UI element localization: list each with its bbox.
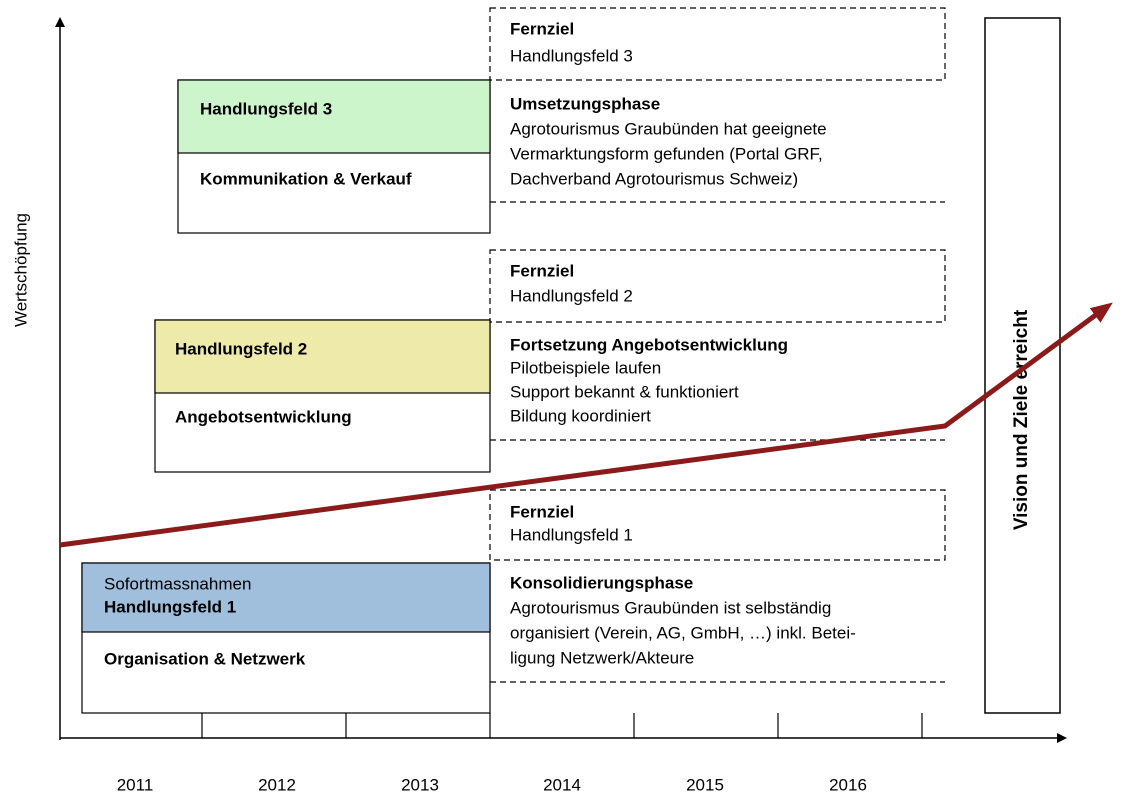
phase-line: Bildung koordiniert	[510, 406, 651, 425]
y-axis-label: Wertschöpfung	[11, 213, 30, 327]
year-label: 2011	[117, 775, 154, 794]
goal-box	[489, 7, 946, 81]
phase-line: Pilotbeispiele laufen	[510, 358, 661, 377]
field-band	[177, 79, 491, 154]
phase-line: Vermarktungsform gefunden (Portal GRF,	[510, 144, 823, 163]
phase-line: Support bekannt & funktioniert	[510, 382, 739, 401]
vision-box	[984, 17, 1061, 714]
goal-label: Handlungsfeld 2	[510, 286, 633, 305]
phase-line: Dachverband Agrotourismus Schweiz)	[510, 169, 798, 188]
year-label: 2016	[829, 775, 867, 794]
goal-label: Handlungsfeld 1	[510, 525, 633, 544]
phase-heading: Umsetzungsphase	[510, 94, 660, 113]
goal-label: Handlungsfeld 3	[510, 46, 633, 65]
phase-heading: Konsolidierungsphase	[510, 573, 693, 592]
goal-box	[489, 489, 946, 561]
goal-heading: Fernziel	[510, 261, 574, 280]
field-title: Handlungsfeld 2	[175, 339, 307, 358]
field-band	[154, 319, 491, 394]
field-title: Handlungsfeld 3	[200, 99, 332, 118]
phase-line: ligung Netzwerk/Akteure	[510, 648, 694, 667]
field-title: Handlungsfeld 1	[104, 597, 236, 616]
goal-box	[489, 249, 946, 323]
phase-line: Agrotourismus Graubünden hat geeignete	[510, 119, 827, 138]
phase-line: organisiert (Verein, AG, GmbH, …) inkl. …	[510, 623, 856, 642]
year-label: 2014	[543, 775, 581, 794]
field-subtitle: Organisation & Netzwerk	[104, 649, 306, 668]
year-label: 2015	[686, 775, 724, 794]
phase-heading: Fortsetzung Angebotsentwicklung	[510, 335, 788, 354]
goal-heading: Fernziel	[510, 502, 574, 521]
field-subtitle: Kommunikation & Verkauf	[200, 169, 412, 188]
year-label: 2012	[258, 775, 296, 794]
phase-line: Agrotourismus Graubünden ist selbständig	[510, 598, 831, 617]
field-subtitle: Angebotsentwicklung	[175, 407, 352, 426]
x-ticks	[201, 713, 923, 738]
trend-arrow	[59, 302, 1113, 548]
vision-label: Vision und Ziele erreicht	[1011, 309, 1032, 530]
field-band	[81, 562, 491, 633]
year-label: 2013	[401, 775, 439, 794]
field-prefix: Sofortmassnahmen	[104, 574, 251, 593]
goal-heading: Fernziel	[510, 19, 574, 38]
